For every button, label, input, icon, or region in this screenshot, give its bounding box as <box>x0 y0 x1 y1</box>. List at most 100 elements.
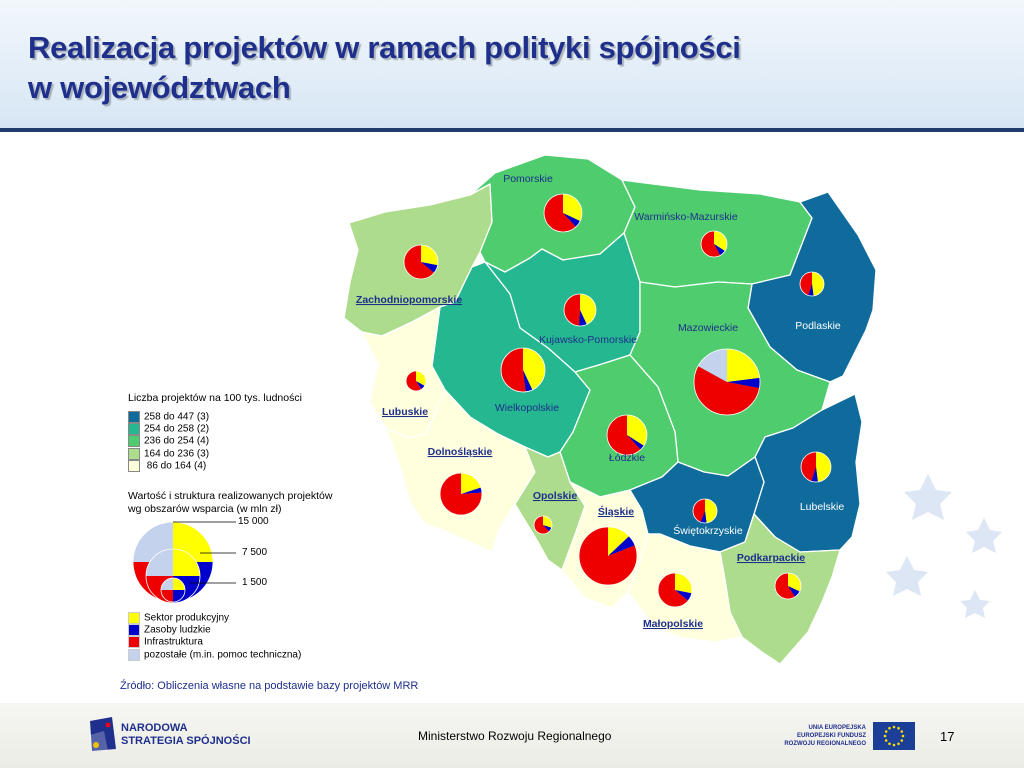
region-label-mazowieckie: Mazowieckie <box>678 322 738 334</box>
slice-sektor-produkcyjny <box>627 415 648 446</box>
eu-star-icon <box>897 726 900 730</box>
eu-star-icon <box>897 742 900 746</box>
slice-pozostale <box>161 578 173 590</box>
pie-outline <box>700 230 728 258</box>
slice-sektor-produkcyjny <box>461 473 481 494</box>
slice-infrastruktura <box>501 348 526 392</box>
region-label-warminsko-mazurskie: Warmińsko-Mazurskie <box>634 211 738 223</box>
pie-outline <box>800 451 832 483</box>
region-labels: Pomorskie Warmińsko-Mazurskie Podlaskie Zac… <box>356 173 844 630</box>
slice-sektor-produkcyjny <box>173 549 200 576</box>
nss-logo-text-1: NARODOWA <box>121 722 188 734</box>
choropleth-map: Pomorskie Warmińsko-Mazurskie Podlaskie Zac… <box>0 132 1024 702</box>
pie-podlaskie <box>799 271 825 297</box>
sector-swatch <box>128 612 140 624</box>
region-label-lodzkie: Łódzkie <box>609 452 645 464</box>
slice-zasoby-ludzkie <box>627 435 644 450</box>
slice-sektor-produkcyjny <box>173 578 185 590</box>
eu-star-icon <box>883 734 887 738</box>
eu-star-icon <box>900 739 904 742</box>
pie-outline <box>563 293 597 327</box>
slice-infrastruktura <box>694 366 760 415</box>
pie-kujawsko-pomorskie <box>563 293 597 327</box>
slice-zasoby-ludzkie <box>416 381 425 390</box>
pie-outline <box>606 414 648 456</box>
ministry-name: Ministerstwo Rozwoju Regionalnego <box>418 729 612 743</box>
slice-infrastruktura <box>775 573 795 599</box>
pie-slaskie <box>578 526 638 586</box>
region-label-podlaskie: Podlaskie <box>795 320 841 332</box>
slice-infrastruktura <box>800 452 816 482</box>
eu-text-1: UNIA EUROPEJSKA <box>808 725 866 731</box>
pie-lodzkie <box>606 414 648 456</box>
region-label-lubelskie: Lubelskie <box>800 501 845 513</box>
region-label-opolskie: Opolskie <box>533 490 578 502</box>
sector-legend-item: Zasoby ludzkie <box>128 624 211 636</box>
density-legend-item: 258 do 447 (3) <box>128 411 209 423</box>
region-label-wielkopolskie: Wielkopolskie <box>495 402 559 414</box>
pie-outline <box>692 498 718 524</box>
slice-sektor-produkcyjny <box>523 348 546 390</box>
sector-swatch <box>128 624 140 636</box>
region-label-kujawsko-pomorskie: Kujawsko-Pomorskie <box>539 334 637 346</box>
slice-infrastruktura <box>578 527 637 585</box>
value-legend-subtitle: wg obszarów wsparcia (w mln zł) <box>128 503 282 515</box>
pie-dolnoslaskie <box>439 472 483 516</box>
scale-pie-small <box>160 577 186 603</box>
pie-warminsko-mazurskie <box>700 230 728 258</box>
density-legend-item: 86 do 164 (4) <box>128 460 206 472</box>
pie-mazowieckie <box>693 348 761 416</box>
slice-zasoby-ludzkie <box>788 586 800 597</box>
region-label-lubuskie: Lubuskie <box>382 406 428 418</box>
region-label-swietokrzyskie: Świętokrzyskie <box>673 524 743 537</box>
slice-sektor-produkcyjny <box>580 294 597 325</box>
eu-star-icon <box>892 743 896 747</box>
nss-logo-text-2: STRATEGIA SPÓJNOŚCI <box>121 735 251 747</box>
eu-star-icon <box>884 730 888 733</box>
slice-infrastruktura <box>440 473 483 515</box>
density-legend-item: 254 do 258 (2) <box>128 423 209 435</box>
pie-outline <box>145 548 201 604</box>
region-label-slaskie: Śląskie <box>598 505 634 518</box>
source-note: Źródło: Obliczenia własne na podstawie b… <box>120 680 419 692</box>
slice-zasoby-ludzkie <box>563 213 581 227</box>
sector-legend-item: Infrastruktura <box>128 636 203 648</box>
pie-swietokrzyskie <box>692 498 718 524</box>
pie-malopolskie <box>657 572 693 608</box>
slice-sektor-produkcyjny <box>812 271 825 296</box>
slice-zasoby-ludzkie <box>700 511 707 524</box>
sector-legend-item: Sektor produkcyjny <box>128 612 229 624</box>
region-label-malopolskie: Małopolskie <box>643 618 703 630</box>
decorative-stars <box>886 474 1002 618</box>
slice-zasoby-ludzkie <box>727 377 761 389</box>
region-label-pomorskie: Pomorskie <box>503 173 553 185</box>
eu-star-icon <box>900 730 904 733</box>
eu-text-2: EUROPEJSKI FUNDUSZ <box>796 733 866 739</box>
footer-bar: NARODOWA STRATEGIA SPÓJNOŚCI Ministerstw… <box>0 703 1024 768</box>
slice-pozostale <box>146 549 173 576</box>
slice-sektor-produkcyjny <box>543 516 553 528</box>
pie-outline <box>799 271 825 297</box>
scale-label-medium: 7 500 <box>242 547 268 558</box>
eu-flag-icon <box>873 722 915 750</box>
eu-star-icon <box>888 726 891 730</box>
pie-outline <box>439 472 483 516</box>
pie-pomorskie <box>543 193 583 233</box>
density-swatch <box>128 460 140 472</box>
pie-outline <box>774 572 802 600</box>
sector-legend-item: pozostałe (m.in. pomoc techniczna) <box>128 649 301 661</box>
eu-star-icon <box>884 739 888 742</box>
density-swatch <box>128 423 140 435</box>
slice-infrastruktura <box>606 414 641 455</box>
pie-zachodniopomorskie <box>403 244 439 280</box>
region-label-podkarpackie: Podkarpackie <box>737 552 805 564</box>
density-legend-item: 236 do 254 (4) <box>128 435 209 447</box>
pie-outline <box>578 526 638 586</box>
slice-infrastruktura <box>544 194 577 232</box>
density-legend-item: 164 do 236 (3) <box>128 448 209 460</box>
map-canvas: Pomorskie Warmińsko-Mazurskie Podlaskie Zac… <box>343 154 877 665</box>
slice-infrastruktura <box>563 294 580 326</box>
region-label-zachodniopomorskie: Zachodniopomorskie <box>356 294 462 306</box>
pie-outline <box>500 347 546 393</box>
slice-infrastruktura <box>800 272 812 296</box>
